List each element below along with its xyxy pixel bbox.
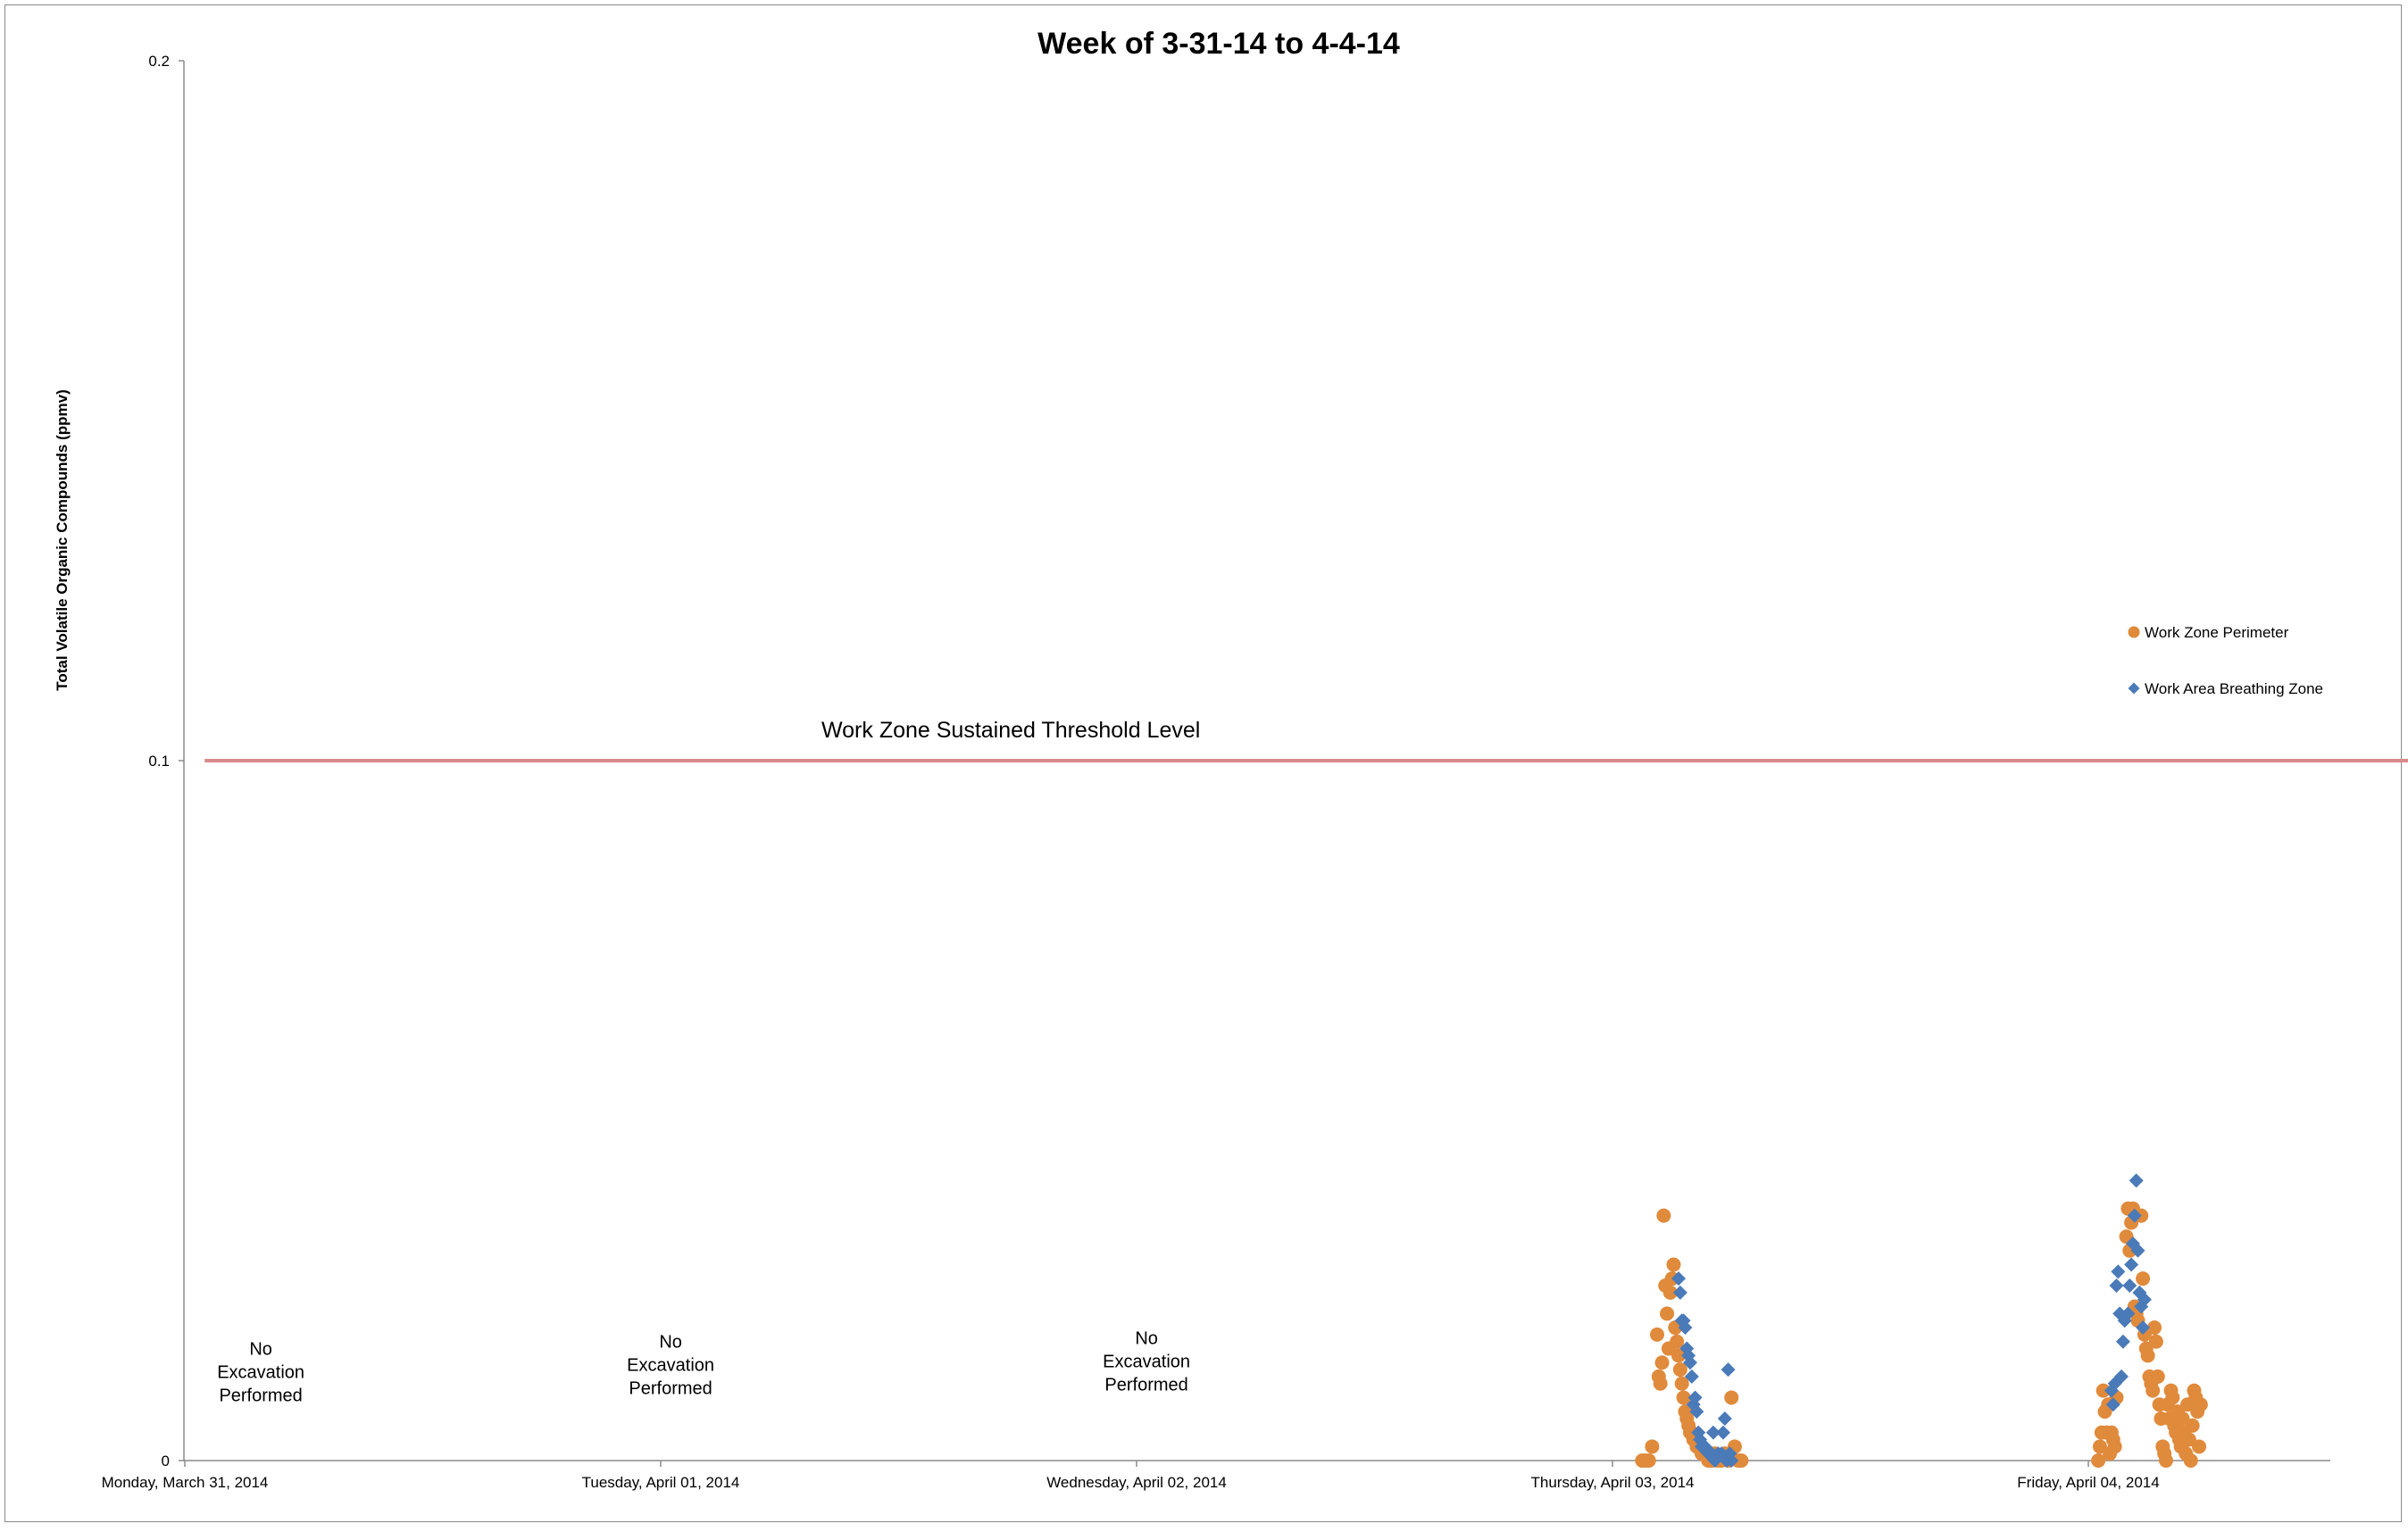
data-point [1724,1390,1739,1405]
y-tick-label: 0 [162,1453,170,1470]
x-ticks: Monday, March 31, 2014 Tuesday, April 01,… [102,1461,2160,1491]
x-tick-label: Thursday, April 03, 2014 [1530,1474,1694,1491]
data-point [2122,1278,2137,1293]
threshold-label: Work Zone Sustained Threshold Level [821,718,1200,743]
data-point [1676,1390,1691,1405]
series-work-area-breathing-zone [1671,1173,2152,1468]
no-excavation-annotation: No Excavation Performed [217,1339,304,1405]
x-tick-label: Friday, April 04, 2014 [2017,1474,2159,1491]
data-point [1660,1306,1675,1321]
y-ticks: 0 0.1 0.2 [148,53,184,1470]
no-excavation-annotation: No Excavation Performed [1103,1329,1190,1395]
annotation-line: No [659,1333,682,1353]
data-point [2136,1271,2151,1286]
series-layer [1635,1173,2208,1468]
data-point [2105,1397,2121,1412]
data-point [2148,1334,2163,1349]
data-point [2147,1320,2162,1336]
chart-frame [4,4,2402,1522]
data-point [2183,1453,2198,1468]
data-point [2111,1264,2126,1279]
annotation-line: Excavation [627,1356,714,1376]
data-point [2140,1348,2155,1363]
data-point [2130,1243,2146,1258]
annotations: No Excavation Performed No Excavation Perform… [217,1329,1190,1406]
annotation-line: Performed [629,1379,712,1399]
data-point [2129,1173,2144,1188]
annotation-line: Performed [1104,1376,1187,1395]
data-point [1689,1404,1704,1420]
data-point [2092,1439,2107,1454]
data-point [1649,1327,1664,1342]
data-point [2158,1453,2173,1468]
data-point [2096,1383,2111,1398]
legend-label: Work Area Breathing Zone [2145,680,2323,697]
annotation-line: No [1135,1329,1158,1349]
annotation-line: Excavation [1103,1353,1190,1372]
data-point [2191,1439,2206,1454]
x-tick-label: Tuesday, April 01, 2014 [582,1474,740,1491]
data-point [1678,1320,1693,1336]
data-point [2091,1453,2106,1468]
data-point [1671,1348,1687,1363]
data-point [1672,1362,1687,1378]
data-point [1672,1285,1687,1300]
data-point [2115,1334,2130,1349]
data-point [1682,1355,1697,1370]
data-point [2146,1383,2161,1398]
legend: Work Zone Perimeter Work Area Breathing Z… [2128,624,2323,697]
data-point [1662,1285,1678,1300]
data-point [1654,1355,1670,1370]
data-point [2121,1306,2136,1321]
x-tick-label: Wednesday, April 02, 2014 [1046,1474,1227,1491]
legend-marker [2128,626,2140,638]
data-point [1684,1369,1699,1384]
data-point [1670,1334,1685,1349]
data-point [1645,1439,1660,1454]
data-point [1724,1453,1739,1468]
data-point [2150,1369,2165,1384]
data-point [1666,1257,1681,1272]
data-point [2124,1257,2139,1272]
y-tick-label: 0.2 [148,53,170,70]
data-point [1641,1453,1656,1468]
no-excavation-annotation: No Excavation Performed [627,1333,714,1399]
data-point [2109,1278,2124,1293]
data-point [2181,1432,2196,1447]
data-point [2107,1439,2122,1454]
data-point [2193,1397,2208,1412]
data-point [1715,1425,1730,1440]
data-point [1671,1271,1687,1286]
data-point [1717,1411,1732,1426]
annotation-line: Performed [219,1386,302,1405]
data-point [2127,1208,2142,1223]
data-point [1687,1390,1703,1405]
data-point [1721,1362,1736,1378]
data-point [2165,1390,2180,1405]
data-point [1734,1453,1749,1468]
data-point [2175,1411,2190,1426]
data-point [1674,1376,1689,1391]
y-axis-label: Total Volatile Organic Compounds (ppmv) [54,389,71,691]
data-point [2137,1292,2152,1307]
legend-marker [2128,682,2140,695]
annotation-line: No [249,1339,272,1359]
threshold-group: Work Zone Sustained Threshold Level [204,718,2408,762]
data-point [1656,1208,1671,1223]
data-point [2136,1320,2151,1336]
y-tick-label: 0.1 [148,753,170,770]
legend-label: Work Zone Perimeter [2145,624,2289,641]
x-tick-label: Monday, March 31, 2014 [102,1474,269,1491]
data-point [1653,1376,1668,1391]
annotation-line: Excavation [217,1362,304,1382]
data-point [2114,1369,2129,1384]
data-point [2185,1418,2200,1433]
data-point [1705,1425,1721,1440]
chart-title: Week of 3-31-14 to 4-4-14 [1037,27,1400,61]
